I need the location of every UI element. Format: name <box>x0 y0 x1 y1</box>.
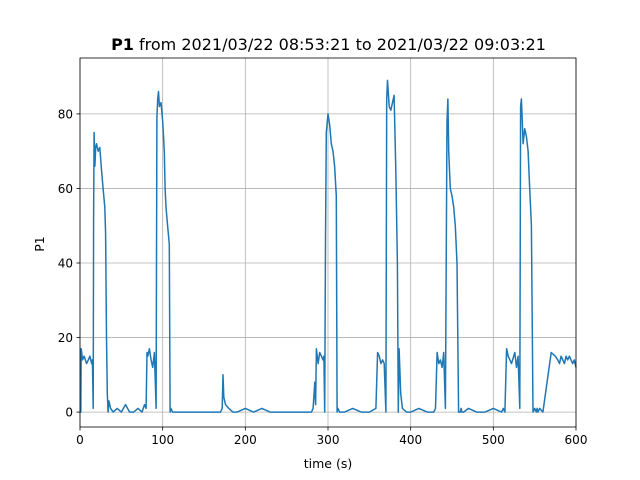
y-tick-label: 20 <box>58 331 73 345</box>
series-line-0 <box>80 79 577 413</box>
chart-title-rest: from 2021/03/22 08:53:21 to 2021/03/22 0… <box>134 35 546 54</box>
plot-area: 0 100 200 300 400 500 600 0 20 40 60 80 <box>58 57 588 447</box>
y-tick-label: 80 <box>58 107 73 121</box>
x-tick-label: 600 <box>565 433 588 447</box>
y-tick-label: 0 <box>65 406 73 420</box>
y-tick-label: 40 <box>58 257 73 271</box>
x-tick-label: 0 <box>76 433 84 447</box>
chart-title-bold: P1 <box>111 35 134 54</box>
x-tick-label: 200 <box>234 433 257 447</box>
chart-title: P1 from 2021/03/22 08:53:21 to 2021/03/2… <box>111 35 546 54</box>
x-tick-label: 500 <box>482 433 505 447</box>
x-tick-label: 100 <box>151 433 174 447</box>
x-axis-label: time (s) <box>304 456 352 471</box>
y-axis-label: P1 <box>32 236 47 252</box>
x-tick-label: 400 <box>399 433 422 447</box>
y-tick-label: 60 <box>58 182 73 196</box>
x-tick-label: 300 <box>317 433 340 447</box>
